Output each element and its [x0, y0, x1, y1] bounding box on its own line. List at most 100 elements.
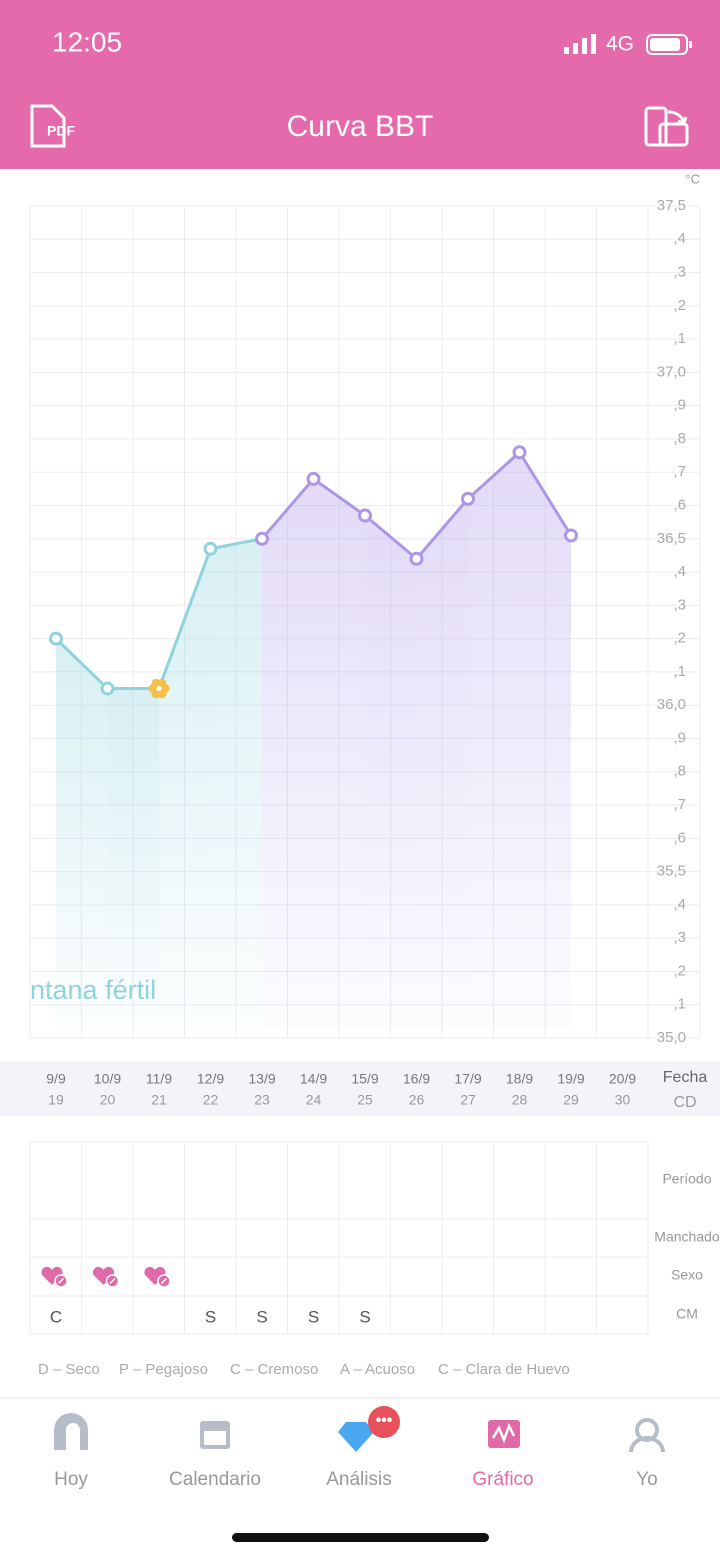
y-tick-label: ,2	[673, 962, 686, 979]
data-point	[512, 445, 527, 460]
data-point	[358, 508, 372, 523]
y-tick-label: ,2	[673, 297, 686, 314]
row-label: Período	[662, 1171, 711, 1187]
row-label: CM	[676, 1306, 698, 1322]
header-title: Curva BBT	[287, 110, 434, 143]
cycle-day-label: 30	[615, 1092, 631, 1108]
line-segment	[157, 548, 212, 690]
cycle-day-label: 24	[306, 1092, 322, 1108]
x-tick-label: 20/9	[609, 1071, 636, 1087]
x-tick-label: 10/9	[94, 1071, 121, 1087]
x-tick-label: 12/9	[197, 1071, 224, 1087]
cycle-day-label: 20	[100, 1092, 116, 1108]
category-label: Fecha	[663, 1069, 708, 1086]
y-tick-label: ,4	[673, 563, 686, 580]
cycle-day-label: 23	[254, 1092, 270, 1108]
flower-dot	[156, 686, 162, 692]
x-tick-label: 18/9	[506, 1071, 533, 1087]
y-tick-label: ,3	[673, 264, 686, 281]
cycle-day-label: 19	[48, 1092, 64, 1108]
y-tick-label: ,1	[673, 330, 686, 347]
battery-icon	[646, 34, 692, 55]
x-tick-label: 9/9	[46, 1071, 66, 1087]
home-indicator	[232, 1533, 489, 1542]
y-tick-label: 37,0	[657, 363, 686, 380]
data-point	[461, 491, 475, 506]
area-segment	[313, 478, 365, 1026]
y-tick-label: ,8	[673, 763, 686, 780]
chart: °C 37,5 ,4 ,3 ,2 ,1 37,0 ,9 ,8 ,7 ,6 36,5 ,4 ,3 ,2 ,1 36…	[29, 171, 701, 1046]
pdf-button[interactable]: PDF	[30, 104, 75, 148]
cycle-day-axis-label: CD	[673, 1094, 696, 1111]
pdf-label: PDF	[47, 123, 75, 139]
x-tick-label: 19/9	[557, 1071, 584, 1087]
line-segment	[518, 451, 573, 537]
y-tick-label: ,3	[673, 929, 686, 946]
y-tick-label: ,9	[673, 397, 686, 414]
date-axis: 9/9 19 10/9 20 11/9 21 12/9 22 13/9 23 14/9 24 15/9 2…	[46, 1069, 707, 1111]
y-tick-label: ,7	[673, 796, 686, 813]
line-segment	[415, 497, 470, 560]
x-tick-label: 16/9	[403, 1071, 430, 1087]
area-segment	[56, 638, 108, 1026]
area-segment	[416, 498, 468, 1026]
y-tick-label: ,8	[673, 430, 686, 447]
data-point	[100, 681, 115, 696]
cm-legend-item: C – Cremoso	[230, 1361, 318, 1378]
tab-label[interactable]: Hoy	[54, 1469, 88, 1490]
x-tick-label: 11/9	[146, 1071, 172, 1087]
y-tick-label: ,3	[673, 596, 686, 613]
area-segment	[262, 478, 314, 1026]
svg-text:•••: •••	[376, 1412, 393, 1429]
cm-legend-item: P – Pegajoso	[119, 1361, 208, 1378]
cycle-day-label: 21	[151, 1092, 167, 1108]
cm-value: C	[50, 1307, 62, 1326]
badge-slash	[160, 1277, 168, 1285]
area-segment	[210, 538, 262, 1026]
cycle-day-label: 26	[409, 1092, 425, 1108]
cycle-day-label: 25	[357, 1092, 373, 1108]
y-tick-label: 36,5	[657, 530, 686, 547]
area-segment	[519, 452, 571, 1027]
sex-icon	[92, 1266, 120, 1288]
symptom-table: Período Manchado Sexo CM C S S S S	[29, 1141, 720, 1335]
rotate-button[interactable]	[644, 106, 689, 147]
y-tick-label: 37,5	[657, 197, 686, 214]
cm-legend-item: C – Clara de Huevo	[438, 1361, 570, 1378]
cm-value: S	[205, 1307, 216, 1326]
y-tick-label: 35,0	[657, 1029, 686, 1046]
row-label: Manchado	[654, 1229, 720, 1245]
y-tick-label: ,1	[673, 663, 686, 680]
y-tick-label: ,1	[673, 996, 686, 1013]
row-label: Sexo	[671, 1267, 703, 1283]
line-segment	[210, 537, 263, 551]
heart	[144, 1266, 166, 1285]
tab-icons: •••	[54, 1406, 665, 1453]
cycle-day-label: 28	[512, 1092, 528, 1108]
sex-icon	[41, 1266, 68, 1288]
line-segment	[466, 451, 521, 500]
data-point	[49, 631, 63, 646]
x-tick-label: 15/9	[351, 1071, 378, 1087]
cm-value: S	[256, 1307, 267, 1326]
line-segment	[54, 637, 109, 690]
tab-label[interactable]: Yo	[636, 1469, 658, 1490]
y-tick-label: 35,5	[657, 863, 686, 880]
y-tick-label: ,6	[673, 496, 686, 513]
y-tick-label: 36,0	[657, 696, 686, 713]
status-time: 12:05	[52, 26, 122, 57]
date-strip	[0, 1061, 720, 1116]
status-network: 4G	[606, 33, 634, 56]
tab-label[interactable]: Calendario	[169, 1469, 261, 1490]
y-tick-label: ,2	[673, 630, 686, 647]
area-segment	[107, 688, 159, 1026]
y-tick-label: ,9	[673, 729, 686, 746]
cycle-day-label: 22	[203, 1092, 219, 1108]
cycle-day-label: 29	[563, 1092, 579, 1108]
tab-label[interactable]: Gráfico	[472, 1469, 533, 1490]
data-point	[203, 541, 218, 556]
tab-label[interactable]: Análisis	[326, 1469, 391, 1490]
cm-value: S	[359, 1307, 370, 1326]
x-tick-label: 17/9	[454, 1071, 481, 1087]
